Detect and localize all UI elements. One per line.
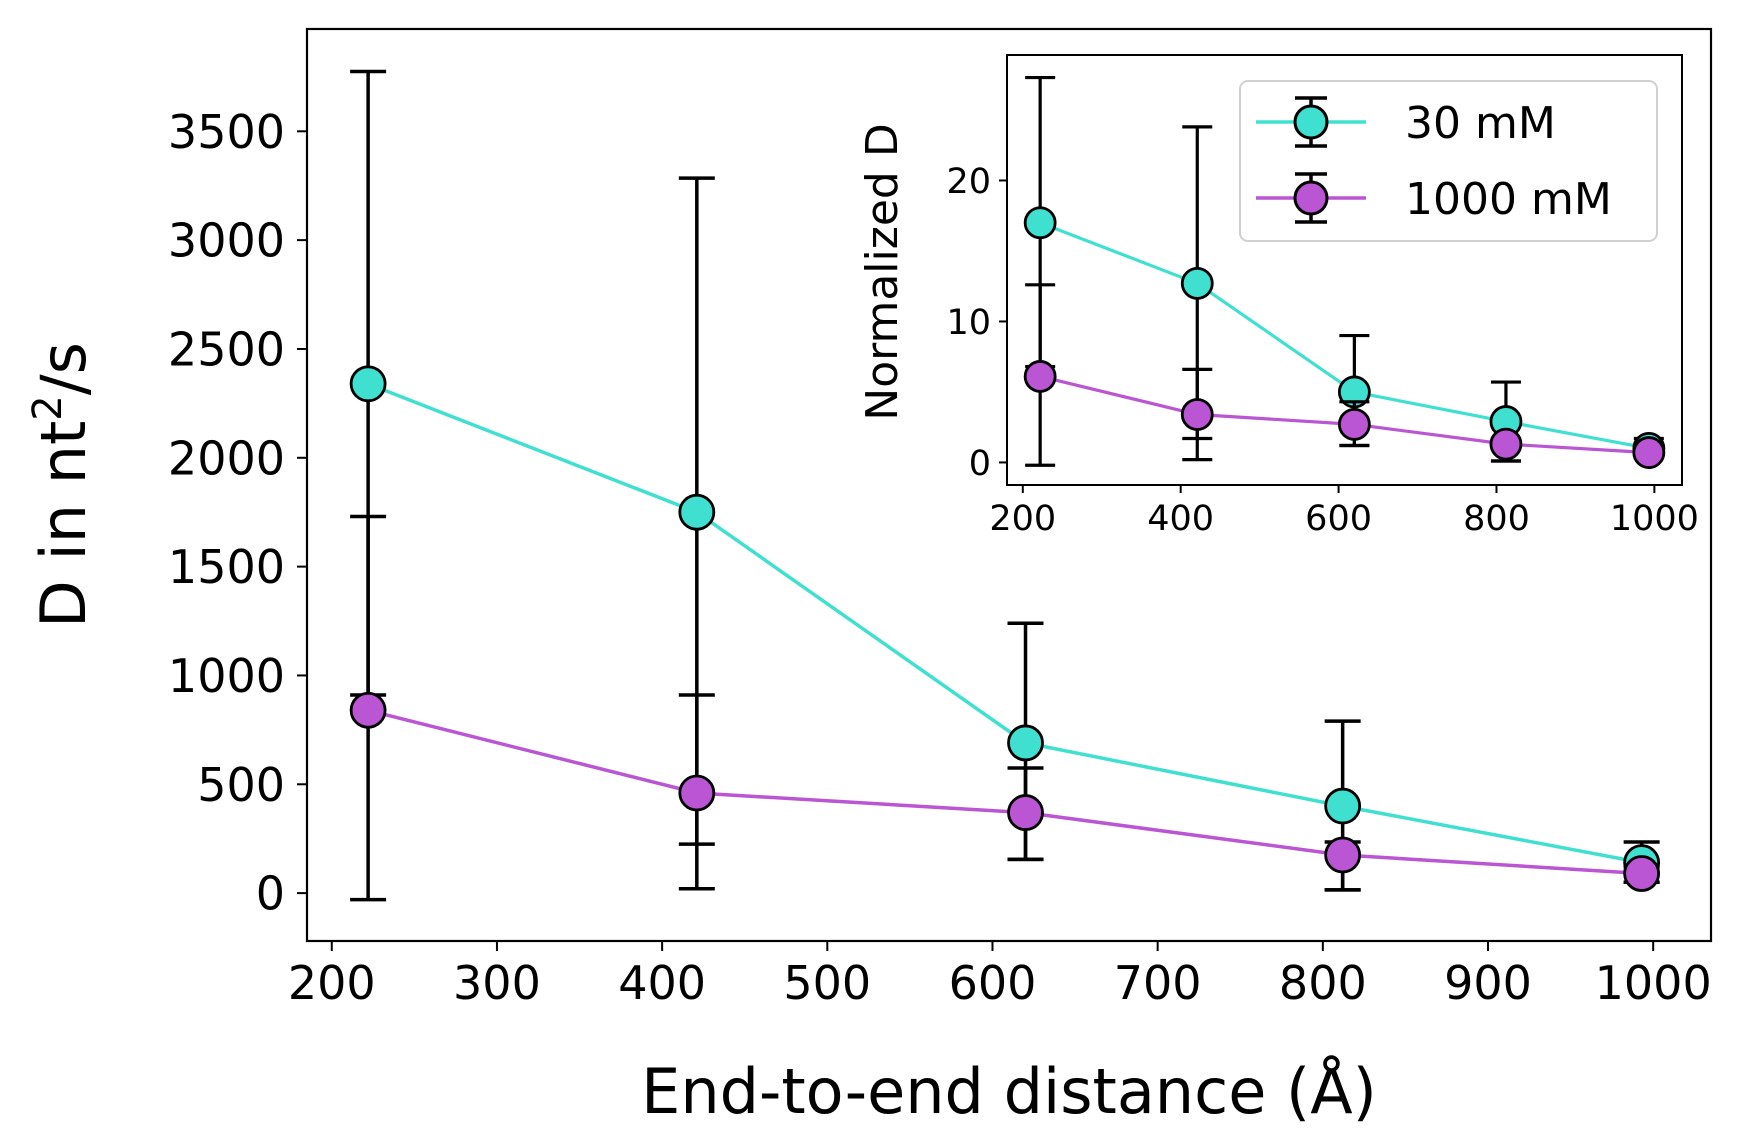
main-data-point-30mM	[678, 493, 716, 531]
main-plot-frame	[305, 27, 1713, 943]
inset-plot: 200 400 600 800 1000 0 10 20 Normalized D 30 m…	[857, 54, 1699, 539]
legend-marker-30mM	[1293, 104, 1329, 140]
inset-data-point-1000mM	[1337, 407, 1371, 441]
main-y-axis-label-tail: /s	[27, 342, 100, 395]
main-x-axis-label: End-to-end distance (Å)	[641, 1055, 1377, 1128]
inset-y-tick-label: 0	[969, 444, 991, 484]
inset-x-tick-label: 200	[989, 499, 1056, 539]
main-x-tick-label: 700	[1114, 956, 1202, 1010]
legend-label-30mM: 30 mM	[1405, 98, 1556, 149]
inset-y-tick-label: 20	[946, 162, 991, 202]
main-data-point-30mM	[1007, 724, 1044, 762]
main-y-axis-label-main: D in nt	[27, 421, 100, 628]
inset-y-axis-label: Normalized D	[857, 123, 908, 420]
main-y-tick-label: 2500	[168, 323, 285, 377]
main-data-point-30mM	[1324, 787, 1362, 825]
main-y-ticks: 0 500 1000 1500 2000 2500 3000 3500	[168, 105, 307, 921]
main-y-tick-label: 2000	[168, 431, 285, 485]
inset-series	[1023, 75, 1666, 469]
main-x-tick-label: 800	[1279, 956, 1367, 1010]
main-data-point-30mM	[349, 365, 387, 403]
main-series-1000mM	[349, 514, 1661, 892]
main-y-tick-label: 1000	[168, 649, 285, 703]
main-y-tick-label: 3500	[168, 105, 285, 159]
main-y-axis-label: D in nt2/s	[25, 342, 100, 628]
main-data-point-1000mM	[1324, 836, 1362, 874]
legend-entry-30mM: 30 mM	[1256, 96, 1556, 149]
main-x-tick-label: 1000	[1595, 956, 1712, 1010]
inset-x-tick-label: 400	[1147, 499, 1214, 539]
legend: 30 mM 1000 mM	[1239, 80, 1658, 242]
main-x-ticks: 200 300 400 500 600 700 800 900 1000	[288, 941, 1712, 1010]
inset-data-point-30mM	[1180, 266, 1214, 300]
main-y-tick-label: 0	[256, 867, 285, 921]
main-x-tick-label: 200	[288, 956, 376, 1010]
inset-y-ticks: 0 10 20	[946, 162, 1007, 484]
main-data-point-1000mM	[1007, 794, 1044, 831]
inset-data-point-1000mM	[1023, 360, 1057, 393]
inset-data-point-1000mM	[1180, 398, 1214, 431]
inset-x-tick-label: 600	[1305, 499, 1372, 539]
main-plot: 200 300 400 500 600 700 800 900 1000 05001000150…	[25, 27, 1713, 1128]
main-y-axis-label-superscript: 2	[25, 395, 71, 420]
inset-data-point-30mM	[1023, 206, 1057, 240]
inset-plot-frame	[1006, 54, 1683, 486]
main-x-tick-label: 600	[949, 956, 1037, 1010]
main-x-tick-label: 400	[618, 956, 706, 1010]
inset-x-tick-label: 1000	[1610, 499, 1699, 539]
main-data-point-1000mM	[1623, 855, 1661, 892]
inset-x-tick-label: 800	[1463, 499, 1530, 539]
legend-marker-1000mM	[1293, 180, 1329, 216]
legend-label-1000mM: 1000 mM	[1405, 174, 1612, 225]
main-data-point-1000mM	[349, 691, 387, 729]
main-y-tick-label: 1500	[168, 540, 285, 594]
main-x-tick-label: 500	[783, 956, 871, 1010]
legend-entry-1000mM: 1000 mM	[1256, 172, 1612, 225]
main-x-tick-label: 900	[1444, 956, 1532, 1010]
main-y-tick-label: 500	[197, 758, 285, 812]
inset-y-tick-label: 10	[946, 303, 991, 343]
main-data-point-1000mM	[678, 774, 716, 812]
inset-data-point-1000mM	[1632, 436, 1666, 469]
main-y-tick-label: 3000	[168, 214, 285, 268]
main-x-tick-label: 300	[453, 956, 541, 1010]
inset-x-ticks: 200 400 600 800 1000	[989, 485, 1699, 539]
main-series	[349, 69, 1661, 902]
inset-series-1000mM	[1023, 283, 1666, 469]
inset-data-point-1000mM	[1489, 427, 1523, 461]
